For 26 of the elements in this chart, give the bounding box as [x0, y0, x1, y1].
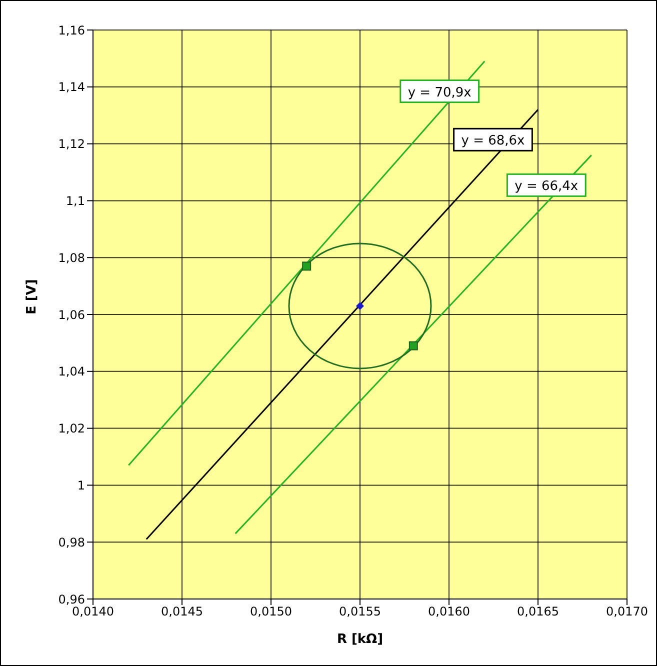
annotation: y = 68,6x — [461, 134, 526, 149]
point — [356, 302, 364, 310]
x-tick-label: 0,0170 — [606, 604, 648, 619]
y-tick-label: 1,1 — [66, 194, 85, 208]
y-tick-label: 1,02 — [58, 422, 85, 436]
x-tick-label: 0,0165 — [517, 604, 559, 619]
x-tick-label: 0,0160 — [428, 604, 470, 619]
y-tick-label: 0,98 — [58, 535, 85, 550]
y-tick-label: 1,16 — [58, 23, 85, 38]
annotation: y = 66,4x — [514, 179, 578, 194]
x-tick-label: 0,0150 — [250, 604, 292, 619]
y-tick-label: 1 — [77, 478, 85, 492]
y-tick-label: 1,06 — [58, 308, 85, 322]
x-tick-label: 0,0155 — [339, 604, 381, 619]
y-tick-label: 1,08 — [58, 250, 85, 265]
y-tick-label: 1,12 — [58, 137, 85, 152]
y-tick-label: 0,96 — [58, 592, 85, 606]
point — [302, 262, 312, 271]
y-tick-label: 1,14 — [58, 80, 85, 94]
x-tick-label: 0,0145 — [161, 604, 203, 619]
x-tick-label: 0,0140 — [72, 604, 114, 619]
y-axis-title: E [V] — [24, 279, 40, 314]
x-axis-title: R [kΩ] — [336, 632, 384, 647]
point — [408, 341, 418, 350]
y-tick-label: 1,04 — [58, 364, 85, 379]
annotation: y = 70,9x — [408, 85, 472, 100]
